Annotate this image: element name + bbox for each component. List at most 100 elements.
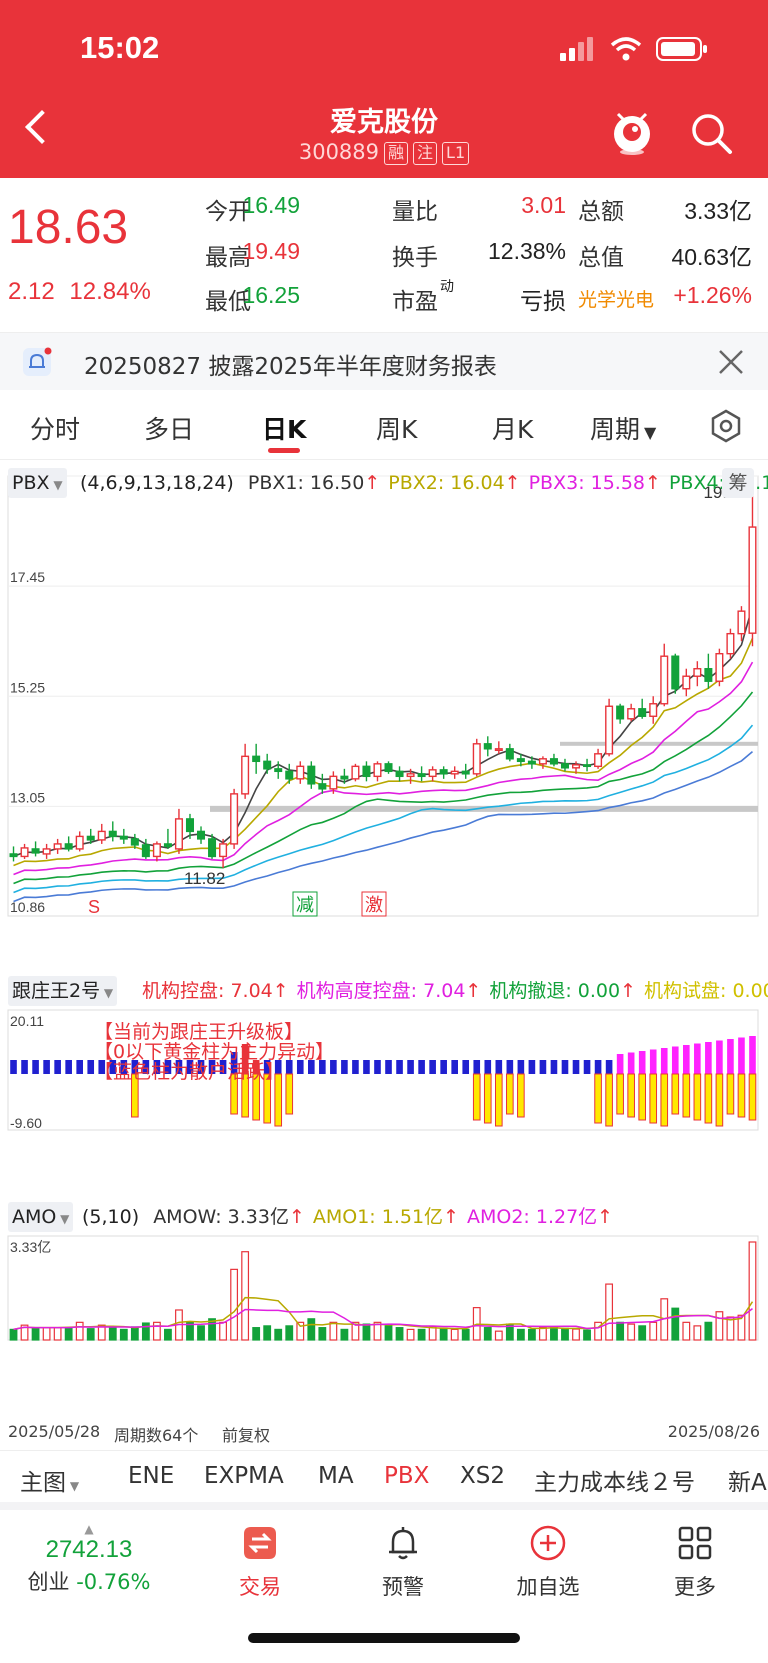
- tab-monthly-k[interactable]: 月K: [492, 415, 534, 444]
- tab-daily-k[interactable]: 日K: [262, 415, 307, 444]
- candle-body: [417, 773, 426, 778]
- candle-body: [638, 708, 647, 717]
- candle-body: [483, 743, 492, 750]
- indicator-new[interactable]: 新A: [728, 1470, 767, 1496]
- mascot-icon[interactable]: [610, 108, 654, 156]
- pbx-selector[interactable]: PBX ▼: [8, 468, 67, 498]
- wifi-icon: [610, 37, 642, 61]
- gzw-bar: [418, 1060, 425, 1074]
- gzw-bar: [738, 1037, 745, 1074]
- quote-value: +1.26%: [673, 282, 752, 308]
- volume-bar: [539, 1327, 547, 1341]
- indicator-ma[interactable]: MA: [318, 1463, 354, 1489]
- nav-trade-label: 交易: [239, 1575, 281, 1599]
- gzw-bar: [727, 1039, 734, 1074]
- nav-more[interactable]: 更多: [635, 1524, 755, 1601]
- nav-trade[interactable]: 交易: [200, 1524, 320, 1601]
- quote-value: 3.01: [521, 192, 566, 218]
- search-icon[interactable]: [690, 112, 734, 156]
- candle-body: [649, 703, 658, 717]
- volume-bar: [75, 1321, 84, 1341]
- amo-selector[interactable]: AMO ▼: [8, 1202, 74, 1232]
- gzw-bar: [396, 1060, 403, 1074]
- gzw-bar: [164, 1060, 172, 1074]
- gzw-bar: [32, 1060, 39, 1074]
- quote-label: 市盈: [392, 289, 438, 315]
- quote-label: 总额: [578, 199, 624, 225]
- amo-ma-line-10: [13, 1308, 753, 1331]
- gzw-bar: [495, 1060, 503, 1074]
- gzw-bar: [21, 1060, 28, 1074]
- gzw-selector[interactable]: 跟庄王2号 ▼: [8, 976, 118, 1006]
- candle-body: [152, 843, 161, 858]
- chart-canvas[interactable]: 19.6517.4515.2513.0510.8619.4911.82S减激20…: [0, 460, 768, 1450]
- settings-hex-icon[interactable]: [708, 408, 744, 444]
- legend-item: 机构控盘: 7.04: [142, 980, 273, 1002]
- legend-item: PBX3: 15.58: [528, 472, 646, 494]
- candle-body: [671, 655, 680, 690]
- indicator-main-cost[interactable]: 主力成本线２号: [534, 1470, 695, 1496]
- candle-body: [395, 770, 404, 778]
- ma-line-9: [13, 661, 754, 876]
- y-tick-label: 20.11: [10, 1013, 44, 1029]
- volume-bar: [31, 1327, 40, 1341]
- gzw-gold-bar: [671, 1073, 680, 1115]
- volume-bar: [274, 1328, 283, 1341]
- nav-alert[interactable]: 预警: [343, 1524, 463, 1601]
- gzw-bar: [749, 1036, 756, 1074]
- change-percent: 12.84%: [69, 278, 151, 305]
- indicator-ene[interactable]: ENE: [128, 1463, 175, 1489]
- index-quote[interactable]: ▲ 2742.13 创业 -0.76%: [14, 1522, 164, 1596]
- volume-bar: [726, 1316, 735, 1341]
- gzw-gold-bar: [737, 1073, 746, 1118]
- signal-label: 激: [365, 895, 383, 915]
- indicator-expma[interactable]: EXPMA: [204, 1463, 284, 1489]
- indicator-pbx[interactable]: PBX: [384, 1463, 430, 1489]
- amo-y-top: 3.33亿: [10, 1239, 51, 1255]
- legend-item: AMOW: 3.33亿: [153, 1206, 289, 1228]
- candle-body: [682, 675, 691, 690]
- up-arrow-icon: ↑: [364, 472, 381, 494]
- gzw-bar: [429, 1060, 436, 1074]
- gzw-panel-frame: [7, 1009, 759, 1131]
- volume-bar: [263, 1325, 272, 1341]
- tab-period[interactable]: 周期 ▼: [590, 410, 656, 446]
- ma-line-13: [13, 691, 754, 885]
- legend-item: AMO1: 1.51亿: [312, 1206, 444, 1228]
- gzw-note: 【当前为跟庄王升级板】: [94, 1021, 304, 1043]
- notice-bar[interactable]: 20250827 披露2025年半年度财务报表: [0, 332, 768, 390]
- nav-add-watchlist-label: 加自选: [516, 1575, 580, 1599]
- gzw-bar: [330, 1060, 337, 1074]
- caret-down-icon: ▼: [49, 478, 63, 492]
- kline-chart[interactable]: 19.6517.4515.2513.0510.8619.4911.82S减激20…: [0, 460, 768, 1450]
- gzw-bar: [694, 1043, 701, 1074]
- candle-body: [53, 843, 62, 850]
- candle-body: [163, 843, 172, 848]
- gzw-bar: [594, 1060, 602, 1074]
- ma-line-24: [13, 751, 753, 903]
- candle-body: [594, 753, 603, 768]
- close-icon[interactable]: [718, 349, 744, 375]
- indicator-xs2[interactable]: XS2: [460, 1463, 505, 1489]
- tab-weekly-k[interactable]: 周K: [376, 415, 418, 444]
- gzw-note: 【0以下黄金柱为主力异动】: [94, 1041, 335, 1063]
- legend-item: 机构高度控盘: 7.04: [296, 980, 466, 1002]
- gzw-bar: [10, 1060, 17, 1074]
- nav-add-watchlist[interactable]: 加自选: [488, 1524, 608, 1601]
- candle-body: [31, 848, 40, 854]
- gzw-bar: [484, 1060, 492, 1074]
- chip-distribution-button[interactable]: 筹: [722, 468, 754, 498]
- grid-more-icon: [678, 1526, 712, 1560]
- volume-bar: [594, 1321, 602, 1341]
- volume-bar: [208, 1318, 216, 1341]
- tab-intraday[interactable]: 分时: [30, 415, 81, 444]
- up-arrow-icon: ↑: [597, 1206, 614, 1228]
- gzw-gold-bar: [506, 1073, 514, 1115]
- gzw-bar: [616, 1054, 624, 1074]
- indicator-main[interactable]: 主图 ▼: [20, 1463, 79, 1497]
- gzw-bar: [131, 1060, 139, 1074]
- tab-multi-day[interactable]: 多日: [144, 415, 195, 444]
- top-bar: 15:02 爱克股份 300889 融 注 L1: [0, 0, 768, 178]
- gzw-bar: [638, 1051, 646, 1074]
- volume-bar: [219, 1321, 227, 1341]
